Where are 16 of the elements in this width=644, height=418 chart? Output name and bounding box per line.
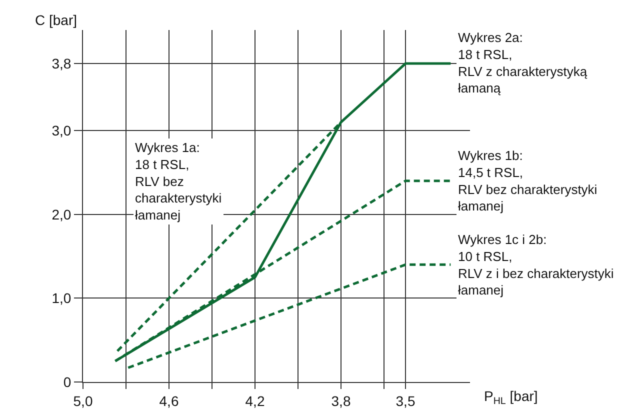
y-axis-title: C [bar]	[35, 12, 78, 28]
x-tick-label: 5,0	[73, 392, 93, 409]
y-tick-label: 0	[63, 374, 72, 390]
annotation: Wykres 1b: 14,5 t RSL, RLV bez charakterystyki łamanej	[458, 148, 598, 214]
x-tick-label: 4,2	[245, 392, 265, 409]
y-tick-label: 3,0	[52, 122, 72, 138]
annotation: Wykres 1c i 2b: 10 t RSL, RLV z i bez charakterystyki łamanej	[458, 232, 614, 298]
annotation: Wykres 2a: 18 t RSL, RLV z charakterystyką łamaną	[458, 30, 588, 96]
x-tick-label: 4,6	[159, 392, 179, 409]
annotation: Wykres 1a: 18 t RSL, RLV bez charakterystyki łamanej	[135, 140, 222, 223]
y-tick-label: 2,0	[52, 206, 72, 222]
x-axis-title: P$_{HL}$ [bar]	[484, 388, 538, 407]
y-tick-label: 3,8	[52, 55, 72, 72]
y-tick-label: 1,0	[52, 290, 72, 306]
x-tick-label: 3,8	[331, 392, 351, 409]
x-tick-label: 3,5	[396, 392, 416, 409]
